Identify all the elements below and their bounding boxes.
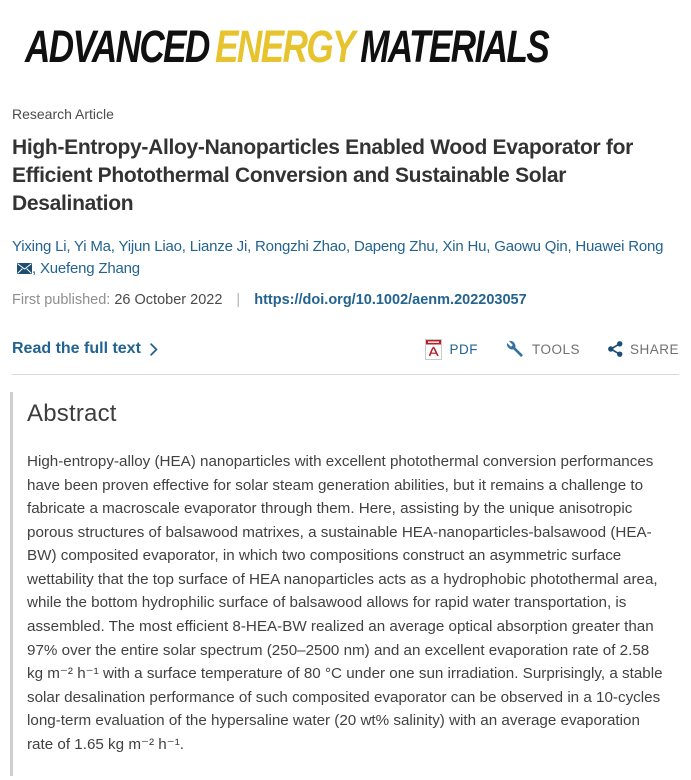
toolbar: PDF TOOLS SHARE bbox=[425, 338, 679, 360]
logo-word-energy: ENERGY bbox=[215, 21, 355, 72]
abstract-section: Abstract High-entropy-alloy (HEA) nanopa… bbox=[10, 392, 691, 777]
authors-tail[interactable]: Xuefeng Zhang bbox=[39, 260, 140, 277]
logo-word-advanced: ADVANCED bbox=[25, 21, 210, 72]
article-type-label: Research Article bbox=[12, 106, 114, 122]
email-icon[interactable] bbox=[17, 263, 32, 274]
publication-info: First published: 26 October 2022 | https… bbox=[12, 292, 679, 309]
article-title: High-Entropy-Alloy-Nanoparticles Enabled… bbox=[12, 136, 633, 215]
abstract-body: High-entropy-alloy (HEA) nanoparticles w… bbox=[27, 453, 663, 753]
abstract-heading: Abstract bbox=[27, 400, 117, 427]
journal-logo[interactable]: ADVANCED ENERGY MATERIALS bbox=[25, 21, 550, 72]
pdf-icon bbox=[425, 338, 443, 360]
pdf-label: PDF bbox=[449, 341, 478, 357]
wrench-icon bbox=[506, 340, 525, 359]
authors-line[interactable]: Yixing Li, Yi Ma, Yijun Liao, Lianze Ji,… bbox=[12, 236, 679, 280]
pub-separator: | bbox=[236, 292, 241, 308]
tools-button[interactable]: TOOLS bbox=[506, 340, 580, 359]
read-full-text-link[interactable]: Read the full text bbox=[12, 340, 158, 358]
first-published-date: 26 October 2022 bbox=[114, 292, 223, 308]
tools-label: TOOLS bbox=[531, 341, 580, 357]
read-full-text-label: Read the full text bbox=[12, 340, 141, 357]
share-button[interactable]: SHARE bbox=[608, 341, 679, 357]
action-row: Read the full text PDF TOOLS SHARE bbox=[12, 337, 679, 361]
section-divider bbox=[12, 374, 679, 375]
authors-comma: , bbox=[32, 260, 36, 277]
share-icon bbox=[608, 341, 623, 357]
first-published-label: First published: bbox=[12, 292, 111, 308]
journal-banner[interactable]: ADVANCED ENERGY MATERIALS bbox=[0, 0, 691, 72]
share-label: SHARE bbox=[629, 341, 679, 357]
doi-link[interactable]: https://doi.org/10.1002/aenm.202203057 bbox=[254, 292, 527, 308]
chevron-right-icon bbox=[150, 342, 158, 356]
pdf-button[interactable]: PDF bbox=[425, 338, 478, 360]
logo-word-materials: MATERIALS bbox=[360, 21, 550, 72]
authors-main[interactable]: Yixing Li, Yi Ma, Yijun Liao, Lianze Ji,… bbox=[12, 238, 664, 255]
